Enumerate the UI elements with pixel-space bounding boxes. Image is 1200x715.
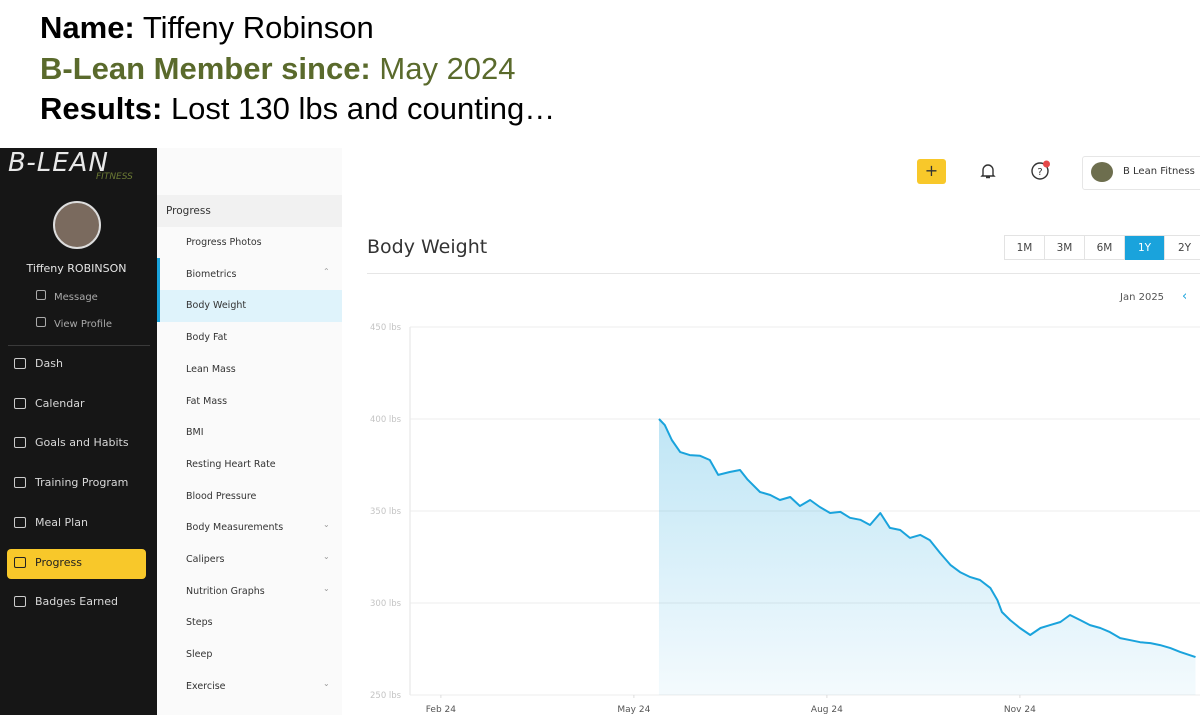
nav-item[interactable]: Calendar <box>14 397 84 410</box>
avatar[interactable] <box>53 201 101 249</box>
range-button[interactable]: 3M <box>1045 236 1085 260</box>
submenu-header-bg <box>157 195 342 227</box>
submenu-item[interactable]: Body Measurements <box>186 522 284 534</box>
range-group <box>1004 235 1200 260</box>
account-box[interactable] <box>1082 156 1200 190</box>
label: Name: <box>40 10 135 45</box>
nav-icon <box>14 437 26 449</box>
line <box>658 418 1196 659</box>
results-line: Results: Lost 130 lbs and counting… <box>40 91 555 127</box>
submenu-item[interactable]: Exercise <box>186 680 226 692</box>
area <box>658 419 1196 695</box>
submenu-item[interactable]: Lean Mass <box>186 363 236 375</box>
nav-item[interactable]: Progress <box>14 556 82 569</box>
x-tick-label: Nov 24 <box>1004 705 1036 715</box>
account-name: B Lean Fitness <box>1123 166 1195 177</box>
range-button[interactable]: 6M <box>1085 236 1125 260</box>
submenu-item[interactable]: Fat Mass <box>186 395 228 407</box>
x-tick-label: Aug 24 <box>811 705 843 715</box>
active-item-bg <box>160 290 342 322</box>
svg-text:?: ? <box>1037 167 1042 178</box>
help-icon[interactable]: ? <box>1030 160 1052 182</box>
link-icon <box>36 290 46 300</box>
bell-icon[interactable] <box>978 161 998 181</box>
nav-item[interactable]: Badges Earned <box>14 595 118 608</box>
x-tick-label: Feb 24 <box>426 705 457 715</box>
nav-item[interactable]: Training Program <box>14 476 128 489</box>
submenu-item[interactable]: Biometrics <box>186 268 237 280</box>
y-tick-label: 250 lbs <box>370 691 402 701</box>
chevron: ⌃ <box>323 266 330 276</box>
nav-item[interactable]: Goals and Habits <box>14 436 129 449</box>
value: Tiffeny Robinson <box>142 10 374 45</box>
submenu-title: Progress <box>166 205 211 217</box>
active-nav-bg <box>7 549 146 579</box>
nav-text: Training Program <box>35 476 129 490</box>
submenu-item[interactable]: Steps <box>186 617 213 629</box>
chevron: ⌄ <box>323 520 330 530</box>
nav-text: Goals and Habits <box>35 436 129 450</box>
y-tick-label: 350 lbs <box>370 507 402 517</box>
profile-link[interactable]: View Profile <box>36 317 112 330</box>
range-button[interactable]: 1Y <box>1125 236 1165 260</box>
chevron: ⌄ <box>323 552 330 561</box>
y-tick-label: 300 lbs <box>370 599 402 609</box>
link-icon <box>36 317 46 327</box>
nav-icon <box>14 397 26 409</box>
logo-sub: FITNESS <box>96 172 133 182</box>
link-text: View Profile <box>54 319 113 330</box>
submenu-item[interactable]: Resting Heart Rate <box>186 458 276 470</box>
nav-icon <box>14 477 26 489</box>
value: May 2024 <box>379 51 516 86</box>
range-button[interactable]: 1M <box>1005 236 1045 260</box>
label: B-Lean Member since: <box>40 51 371 86</box>
active-marker <box>157 258 160 322</box>
nav-item[interactable]: Meal Plan <box>14 516 88 529</box>
nav-icon <box>14 556 26 568</box>
link-text: Message <box>54 292 98 303</box>
label: Results: <box>40 91 163 126</box>
range-button[interactable]: 2Y <box>1165 236 1200 260</box>
nav-text: Calendar <box>35 396 85 410</box>
nav-text: Meal Plan <box>35 515 88 529</box>
submenu: Progress Progress Photos Biometrics ⌃ Body … <box>157 148 342 715</box>
nav-icon <box>14 516 26 528</box>
divider <box>8 345 150 346</box>
submenu-item[interactable]: Sleep <box>186 649 213 661</box>
submenu-item[interactable]: BMI <box>186 427 204 439</box>
add-button[interactable]: + <box>917 159 946 184</box>
y-tick-label: 450 lbs <box>370 323 402 333</box>
nav-text: Dash <box>35 357 63 370</box>
nav-text: Badges Earned <box>35 595 118 609</box>
logo: B-LEAN <box>8 148 109 178</box>
value: Lost 130 lbs and counting… <box>170 91 556 126</box>
submenu-item[interactable]: Body Weight <box>186 300 247 312</box>
y-tick-label: 400 lbs <box>370 415 402 425</box>
submenu-item[interactable]: Calipers <box>186 554 225 565</box>
sidebar: B-LEAN FITNESS Tiffeny ROBINSON Message V… <box>0 148 157 715</box>
nav-item[interactable]: Dash <box>14 357 63 370</box>
profile-link[interactable]: Message <box>36 290 98 303</box>
chevron: ⌄ <box>323 583 330 593</box>
name-line: Name: Tiffeny Robinson <box>40 10 374 46</box>
submenu-item[interactable]: Body Fat <box>186 332 228 344</box>
prev-period[interactable]: ‹ <box>1182 289 1188 304</box>
divider <box>367 273 1200 274</box>
nav-icon <box>14 358 26 369</box>
user-name: Tiffeny ROBINSON <box>26 262 127 275</box>
submenu-item[interactable]: Blood Pressure <box>186 490 257 502</box>
account-avatar <box>1091 162 1113 182</box>
member-line: B-Lean Member since: May 2024 <box>40 51 516 87</box>
submenu-item[interactable]: Progress Photos <box>186 237 262 248</box>
chevron: ⌄ <box>323 678 330 688</box>
x-tick-label: May 24 <box>617 705 650 715</box>
submenu-item[interactable]: Nutrition Graphs <box>186 585 265 597</box>
period-label: Jan 2025 <box>1120 292 1165 303</box>
chart-title: Body Weight <box>367 236 488 258</box>
nav-text: Progress <box>35 555 82 569</box>
nav-icon <box>14 596 26 608</box>
